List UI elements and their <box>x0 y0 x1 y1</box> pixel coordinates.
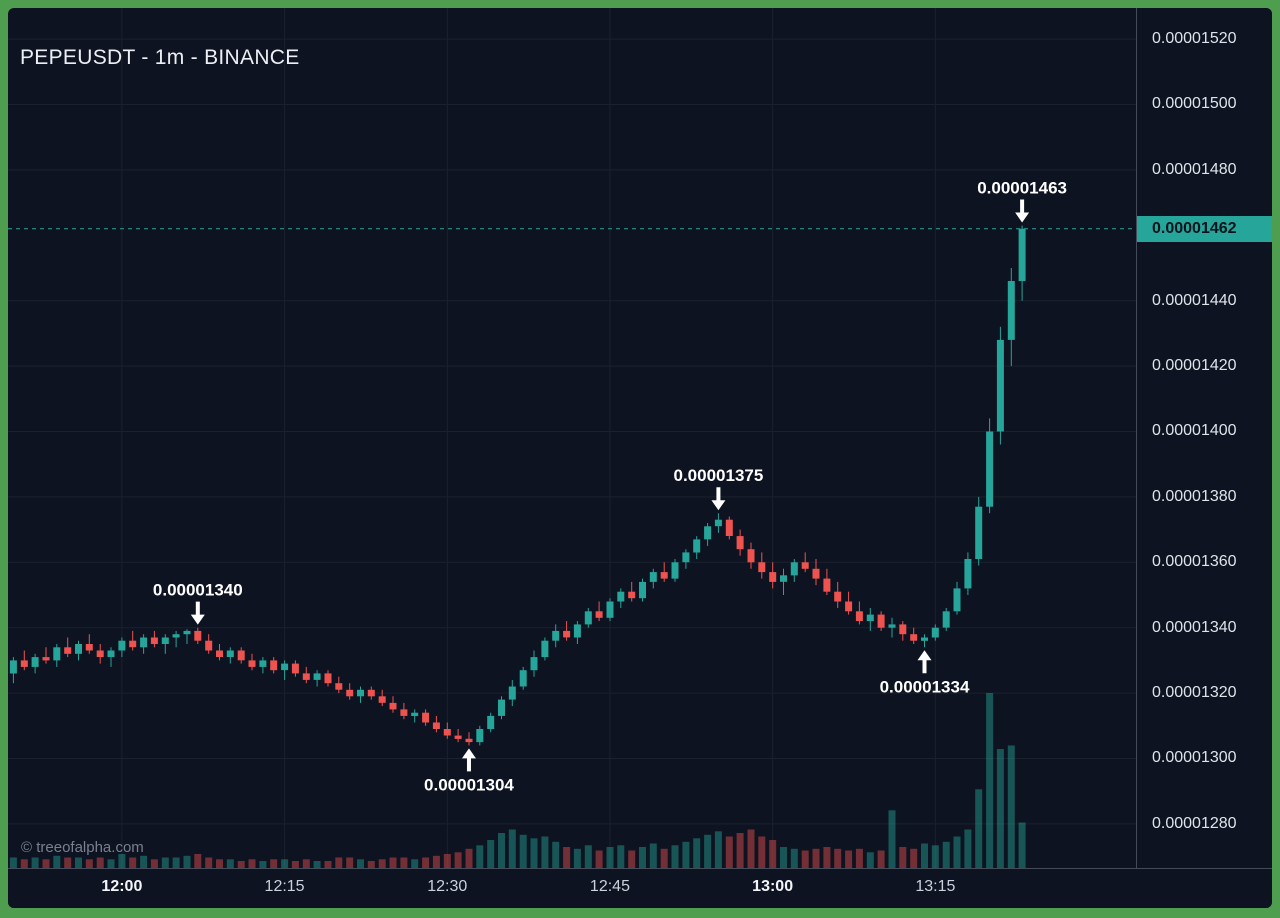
chart-symbol-title: PEPEUSDT - 1m - BINANCE <box>20 46 300 69</box>
chart-main-row: 0.00001340 0.00001304 0.00001375 0.00001334… <box>8 8 1272 868</box>
annotation-label: 0.00001340 <box>153 581 243 600</box>
price-axis-label: 0.00001420 <box>1152 357 1237 375</box>
chart-canvas-host[interactable]: 0.00001340 0.00001304 0.00001375 0.00001334… <box>8 8 1136 868</box>
candles-layer <box>9 225 1026 746</box>
time-axis-label: 13:15 <box>915 878 956 895</box>
grid-layer <box>8 8 1136 868</box>
price-axis-label: 0.00001300 <box>1152 749 1237 767</box>
price-axis-label: 0.00001500 <box>1152 95 1237 113</box>
price-axis-label: 0.00001480 <box>1152 160 1237 178</box>
price-axis-label: 0.00001380 <box>1152 487 1237 505</box>
price-axis-label: 0.00001360 <box>1152 553 1237 571</box>
annotations-layer: 0.00001340 0.00001304 0.00001375 0.00001334… <box>153 178 1067 794</box>
annotation-label: 0.00001375 <box>674 466 764 485</box>
price-axis-label: 0.00001400 <box>1152 422 1237 440</box>
watermark: © treeofalpha.com <box>21 839 144 856</box>
chart-area[interactable]: 0.00001340 0.00001304 0.00001375 0.00001334… <box>8 8 1136 868</box>
time-axis-label: 13:00 <box>752 878 794 895</box>
annotation-arrow-up <box>917 650 932 674</box>
chart-app: 0.00001340 0.00001304 0.00001375 0.00001334… <box>8 8 1272 908</box>
price-axis[interactable]: 0.00001520 0.00001500 0.00001480 0.00001440… <box>1136 8 1272 868</box>
annotation-arrow-down <box>190 601 205 625</box>
time-axis-label: 12:15 <box>264 878 305 895</box>
price-axis-label: 0.00001280 <box>1152 814 1237 832</box>
annotation-label: 0.00001304 <box>424 775 514 794</box>
time-axis-label: 12:45 <box>589 878 630 895</box>
annotation-arrow-up <box>461 748 476 772</box>
price-axis-label: 0.00001520 <box>1152 30 1237 48</box>
annotation-label: 0.00001334 <box>880 677 970 696</box>
volume-layer <box>9 693 1026 868</box>
annotation-arrow-down <box>1015 199 1030 223</box>
annotation-label: 0.00001463 <box>977 178 1067 197</box>
price-axis-label: 0.00001320 <box>1152 684 1237 702</box>
chart-canvas[interactable]: 0.00001340 0.00001304 0.00001375 0.00001334… <box>8 8 1136 868</box>
time-axis[interactable]: 12:00 12:15 12:30 12:45 13:00 13:15 <box>8 868 1272 908</box>
time-axis-label: 12:30 <box>427 878 468 895</box>
annotation-arrow-down <box>711 487 726 511</box>
last-price-tag: 0.00001462 <box>1137 215 1272 242</box>
price-axis-label: 0.00001340 <box>1152 618 1237 636</box>
time-axis-label: 12:00 <box>101 878 143 895</box>
price-axis-label: 0.00001440 <box>1152 291 1237 309</box>
